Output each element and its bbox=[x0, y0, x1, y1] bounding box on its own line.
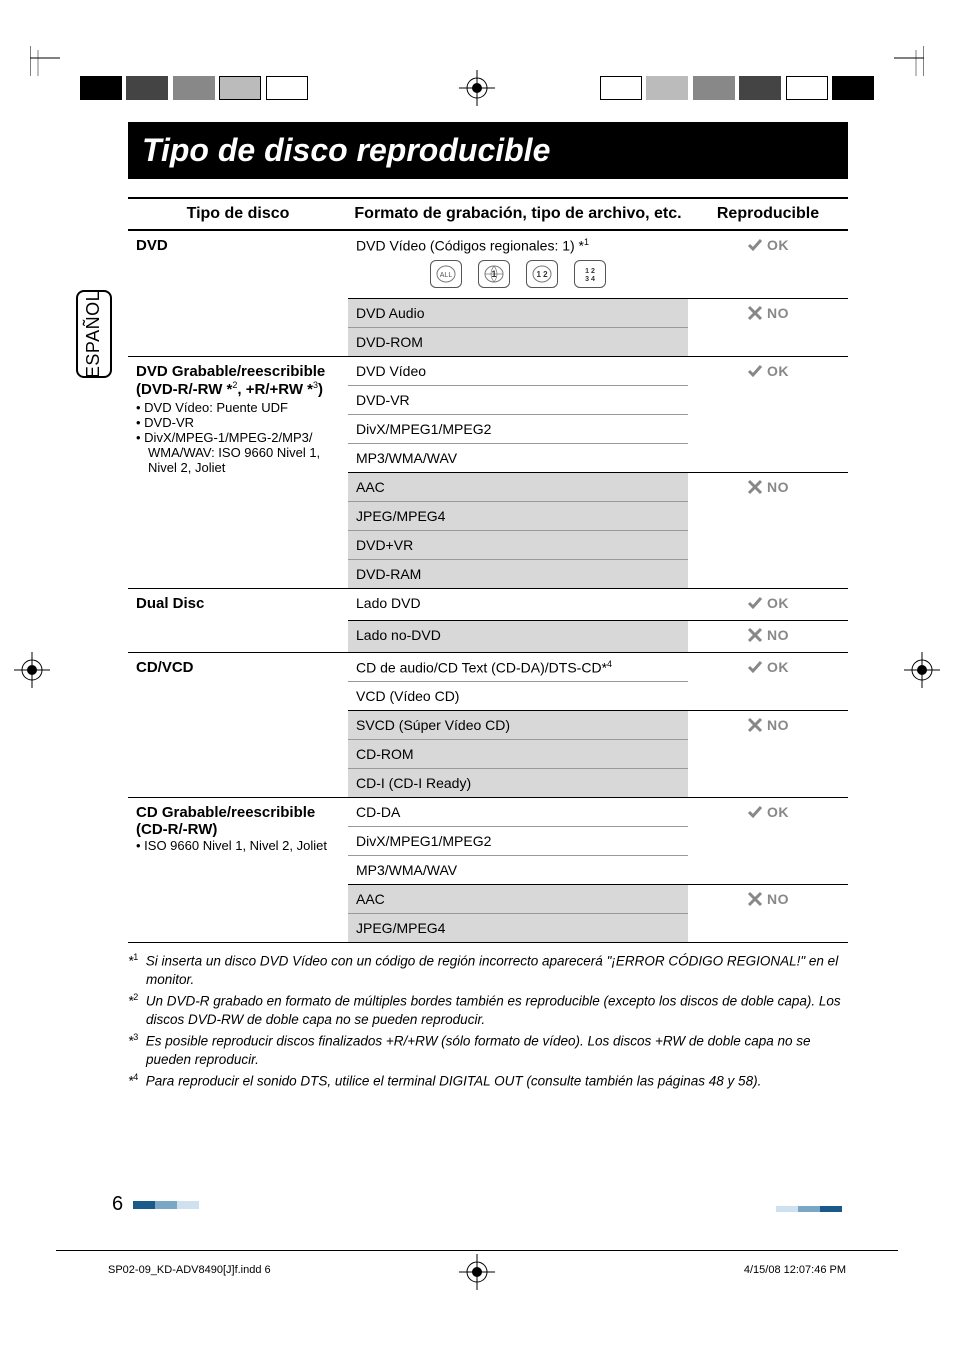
footer-filename: SP02-09_KD-ADV8490[J]f.indd 6 bbox=[108, 1264, 271, 1276]
fmt-cd-vcd: VCD (Vídeo CD) bbox=[348, 682, 688, 711]
play-dvdr-no: NO bbox=[688, 472, 848, 588]
footer-crosshair-icon bbox=[459, 1254, 495, 1290]
region-1234-icon: 1 23 4 bbox=[574, 260, 606, 288]
fmt-dvdr-divx: DivX/MPEG1/MPEG2 bbox=[348, 414, 688, 443]
side-crosshair-left bbox=[14, 652, 50, 688]
page-number: 6 bbox=[112, 1193, 199, 1216]
region-1-icon: 1 bbox=[478, 260, 510, 288]
th-format: Formato de grabación, tipo de archivo, e… bbox=[348, 198, 688, 230]
fmt-cd-rom: CD-ROM bbox=[348, 740, 688, 769]
type-dual: Dual Disc bbox=[128, 588, 348, 652]
play-cd-ok: OK bbox=[688, 652, 848, 711]
no-icon: NO bbox=[747, 305, 789, 321]
fmt-dvdr-jpeg: JPEG/MPEG4 bbox=[348, 501, 688, 530]
fmt-dual-no: Lado no-DVD bbox=[348, 620, 688, 652]
page-bar-icon bbox=[133, 1201, 199, 1209]
ok-icon: OK bbox=[747, 237, 789, 253]
play-dvd-video: OK bbox=[688, 230, 848, 298]
th-playable: Reproducible bbox=[688, 198, 848, 230]
fmt-dvdr-aac: AAC bbox=[348, 472, 688, 501]
play-dual-ok: OK bbox=[688, 588, 848, 620]
fmt-dvdr-video: DVD Vídeo bbox=[348, 356, 688, 385]
svg-text:1: 1 bbox=[491, 269, 496, 279]
fmt-dvd-rom: DVD-ROM bbox=[348, 327, 688, 356]
fmt-dvd-audio: DVD Audio bbox=[348, 298, 688, 327]
fmt-cdr-divx: DivX/MPEG1/MPEG2 bbox=[348, 827, 688, 856]
fmt-cdr-jpeg: JPEG/MPEG4 bbox=[348, 914, 688, 943]
fmt-dvdr-plusvr: DVD+VR bbox=[348, 530, 688, 559]
fmt-cd-svcd: SVCD (Súper Vídeo CD) bbox=[348, 711, 688, 740]
play-cdr-no: NO bbox=[688, 885, 848, 943]
page-bar-right-icon bbox=[776, 1206, 842, 1212]
play-cd-no: NO bbox=[688, 711, 848, 798]
fmt-cdr-aac: AAC bbox=[348, 885, 688, 914]
fmt-dvdr-ram: DVD-RAM bbox=[348, 559, 688, 588]
footnotes: *1 Si inserta un disco DVD Vídeo con un … bbox=[128, 951, 848, 1091]
page-content: Tipo de disco reproducible Tipo de disco… bbox=[128, 122, 848, 1093]
fmt-dvdr-vr: DVD-VR bbox=[348, 385, 688, 414]
fmt-cd-i: CD-I (CD-I Ready) bbox=[348, 769, 688, 798]
fmt-dvd-video: DVD Vídeo (Códigos regionales: 1) *1 ALL… bbox=[348, 230, 688, 298]
region-all-icon: ALL bbox=[430, 260, 462, 288]
fmt-cd-audio: CD de audio/CD Text (CD-DA)/DTS-CD*4 bbox=[348, 652, 688, 682]
region-12-icon: 1 2 bbox=[526, 260, 558, 288]
fmt-cdr-mp3: MP3/WMA/WAV bbox=[348, 856, 688, 885]
svg-text:3 4: 3 4 bbox=[585, 276, 595, 283]
side-crosshair-right bbox=[904, 652, 940, 688]
footer-date: 4/15/08 12:07:46 PM bbox=[744, 1264, 846, 1276]
svg-text:1 2: 1 2 bbox=[536, 270, 548, 279]
th-type: Tipo de disco bbox=[128, 198, 348, 230]
type-dvd: DVD bbox=[128, 230, 348, 356]
play-cdr-ok: OK bbox=[688, 798, 848, 885]
play-dual-no: NO bbox=[688, 620, 848, 652]
play-dvdr-ok: OK bbox=[688, 356, 848, 472]
svg-text:1 2: 1 2 bbox=[585, 268, 595, 275]
printer-marks-top bbox=[0, 38, 954, 68]
type-dvdr: DVD Grabable/reescribible (DVD-R/-RW *2,… bbox=[128, 356, 348, 588]
language-tab: ESPAÑOL bbox=[76, 290, 112, 378]
type-cd: CD/VCD bbox=[128, 652, 348, 798]
fmt-cdr-da: CD-DA bbox=[348, 798, 688, 827]
language-label: ESPAÑOL bbox=[84, 290, 105, 377]
fmt-dvdr-mp3: MP3/WMA/WAV bbox=[348, 443, 688, 472]
svg-text:ALL: ALL bbox=[440, 272, 453, 279]
type-cdr: CD Grabable/reescribible (CD-R/-RW) • IS… bbox=[128, 798, 348, 943]
play-dvd-audio-rom: NO bbox=[688, 298, 848, 356]
disc-type-table: Tipo de disco Formato de grabación, tipo… bbox=[128, 197, 848, 943]
fmt-dual-dvd: Lado DVD bbox=[348, 588, 688, 620]
page-title: Tipo de disco reproducible bbox=[128, 122, 848, 179]
print-footer: SP02-09_KD-ADV8490[J]f.indd 6 4/15/08 12… bbox=[0, 1250, 954, 1294]
region-code-icons: ALL 1 1 2 1 23 4 bbox=[356, 260, 680, 288]
